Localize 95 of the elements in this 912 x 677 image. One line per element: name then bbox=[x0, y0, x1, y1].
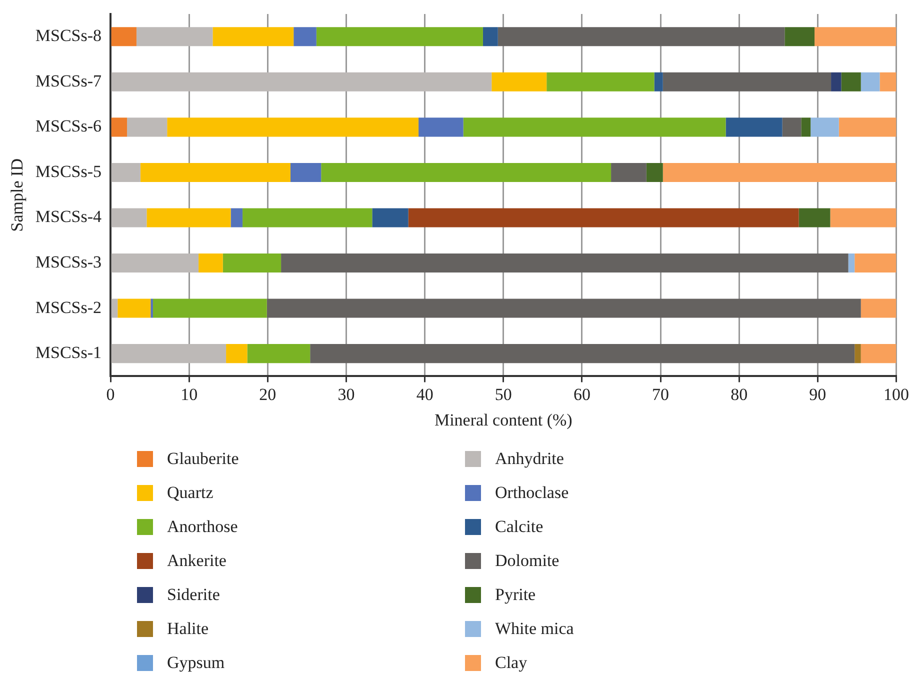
bar bbox=[860, 298, 896, 318]
bar bbox=[854, 254, 896, 273]
x-tick-label: 20 bbox=[259, 384, 276, 404]
bar bbox=[281, 254, 848, 273]
bar bbox=[242, 208, 372, 228]
bar bbox=[860, 344, 896, 364]
y-axis-title: Sample ID bbox=[8, 158, 27, 232]
bar bbox=[810, 118, 839, 137]
bar bbox=[880, 72, 896, 92]
legend-label: Gypsum bbox=[167, 652, 225, 672]
bar bbox=[111, 118, 128, 137]
bar bbox=[611, 162, 646, 182]
bar bbox=[212, 27, 294, 46]
bar bbox=[546, 72, 654, 92]
x-tick-label: 40 bbox=[416, 384, 434, 404]
y-tick-label: MSCSs-8 bbox=[35, 26, 102, 46]
x-tick-label: 100 bbox=[884, 384, 909, 404]
bar bbox=[830, 208, 896, 228]
bar bbox=[111, 27, 136, 46]
legend-label: Halite bbox=[167, 618, 209, 638]
bar bbox=[841, 72, 861, 92]
bar bbox=[854, 344, 861, 364]
bar bbox=[111, 72, 492, 92]
legend-label: Orthoclase bbox=[495, 482, 569, 502]
legend-label: Quartz bbox=[167, 482, 214, 502]
x-tick-label: 80 bbox=[730, 384, 748, 404]
bar bbox=[662, 72, 832, 92]
bar bbox=[198, 254, 223, 273]
bar bbox=[801, 118, 811, 137]
bar bbox=[814, 27, 896, 46]
bar bbox=[662, 162, 896, 182]
bar bbox=[294, 27, 316, 46]
y-tick-label: MSCSs-3 bbox=[35, 252, 102, 272]
legend-label: White mica bbox=[495, 618, 574, 638]
x-tick-label: 0 bbox=[106, 384, 115, 404]
bar bbox=[226, 344, 248, 364]
bar bbox=[222, 254, 282, 273]
bar bbox=[321, 162, 612, 182]
x-tick-label: 10 bbox=[180, 384, 198, 404]
x-axis-title: Mineral content (%) bbox=[434, 410, 572, 430]
bar bbox=[127, 118, 168, 137]
bar bbox=[316, 27, 483, 46]
bar bbox=[646, 162, 663, 182]
legend-label: Ankerite bbox=[167, 550, 226, 570]
bar bbox=[111, 344, 226, 364]
legend-label: Clay bbox=[495, 652, 528, 672]
legend-label: Anhydrite bbox=[495, 448, 564, 468]
bar bbox=[463, 118, 726, 137]
y-tick-label: MSCSs-7 bbox=[35, 71, 102, 90]
x-tick-label: 30 bbox=[338, 384, 355, 404]
legend-label: Calcite bbox=[495, 516, 544, 536]
x-tick-label: 90 bbox=[809, 384, 826, 404]
y-tick-label: MSCSs-1 bbox=[35, 343, 102, 362]
bar bbox=[152, 298, 267, 318]
bar bbox=[111, 298, 118, 318]
bar bbox=[290, 162, 322, 182]
bar bbox=[136, 27, 213, 46]
bar bbox=[111, 162, 140, 182]
bar bbox=[798, 208, 830, 228]
bar bbox=[111, 254, 199, 273]
bar bbox=[784, 27, 815, 46]
bar bbox=[860, 72, 880, 92]
bar bbox=[418, 118, 464, 137]
bar bbox=[838, 118, 896, 137]
bar bbox=[310, 344, 855, 364]
legend-label: Anorthose bbox=[167, 516, 238, 536]
bar bbox=[247, 344, 310, 364]
bar bbox=[782, 118, 802, 137]
bar bbox=[167, 118, 419, 137]
bar bbox=[140, 162, 290, 182]
bar bbox=[372, 208, 408, 228]
bar bbox=[146, 208, 231, 228]
y-tick-label: MSCSs-6 bbox=[35, 116, 102, 136]
bar bbox=[831, 72, 842, 92]
bar bbox=[654, 72, 663, 92]
bar bbox=[848, 254, 855, 273]
y-tick-label: MSCSs-5 bbox=[35, 162, 102, 181]
legend-label: Pyrite bbox=[495, 584, 536, 604]
bar bbox=[492, 72, 547, 92]
bar bbox=[266, 298, 861, 318]
x-tick-label: 50 bbox=[494, 384, 512, 404]
y-tick-label: MSCSs-4 bbox=[35, 207, 102, 226]
x-tick-label: 60 bbox=[573, 384, 590, 404]
bar bbox=[230, 208, 243, 228]
legend-label: Glauberite bbox=[167, 448, 239, 468]
bar bbox=[111, 208, 147, 228]
x-tick-label: 70 bbox=[652, 384, 670, 404]
y-tick-label: MSCSs-2 bbox=[35, 298, 102, 317]
legend-label: Siderite bbox=[167, 584, 220, 604]
bar bbox=[118, 298, 151, 318]
legend-label: Dolomite bbox=[495, 550, 560, 570]
bar bbox=[408, 208, 799, 228]
bar bbox=[498, 27, 785, 46]
bar bbox=[482, 27, 498, 46]
bar bbox=[726, 118, 782, 137]
